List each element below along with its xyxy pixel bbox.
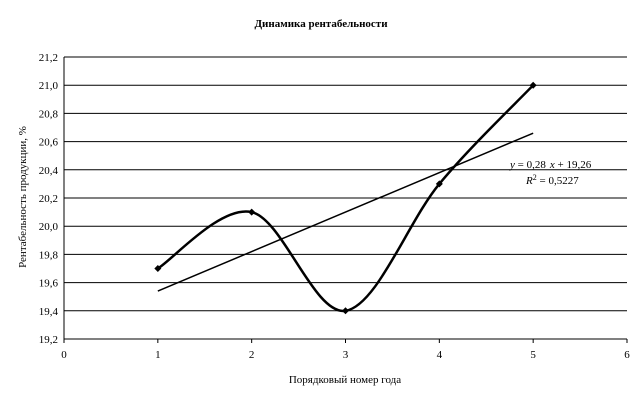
- y-tick-label: 19,6: [39, 278, 59, 290]
- x-tick-label: 0: [61, 349, 67, 361]
- eq-intercept: + 19,26: [555, 159, 592, 171]
- r2-exp: 2: [533, 173, 537, 182]
- eq-y: y: [509, 159, 515, 171]
- trendline: [157, 132, 534, 292]
- y-tick-labels: 19,2 19,4 19,6 19,8 20,0 20,2 20,4 20,6 20,8 21,0…: [39, 52, 59, 346]
- x-tick-label: 4: [437, 349, 443, 361]
- eq-x: x: [549, 159, 555, 171]
- x-tick-labels: 0 1 2 3 4 5 6: [61, 349, 630, 361]
- y-tick-label: 21,0: [39, 80, 59, 92]
- y-tick-label: 20,0: [39, 221, 59, 233]
- y-tick-label: 19,8: [39, 249, 59, 261]
- x-axis-label: Порядковый номер года: [289, 374, 401, 386]
- y-tick-label: 20,6: [39, 137, 59, 149]
- chart-title: Динамика рентабельности: [254, 18, 388, 30]
- trendline-equation: y = 0,28 x + 19,26: [509, 159, 592, 171]
- data-point: [435, 180, 443, 188]
- x-tick-label: 2: [249, 349, 255, 361]
- y-tick-label: 20,4: [39, 165, 59, 177]
- axes: [63, 57, 628, 343]
- r2-value: = 0,5227: [537, 175, 579, 187]
- series-markers: [154, 81, 537, 315]
- y-tick-label: 20,8: [39, 108, 59, 120]
- y-tick-label: 19,2: [39, 334, 58, 346]
- gridlines: [64, 56, 627, 340]
- data-point: [529, 81, 537, 89]
- x-tick-label: 6: [624, 349, 630, 361]
- x-tick-label: 3: [343, 349, 349, 361]
- x-tick-label: 1: [155, 349, 161, 361]
- eq-slope: = 0,28: [515, 159, 546, 171]
- data-point: [342, 307, 349, 315]
- y-tick-label: 19,4: [39, 306, 59, 318]
- x-tick-label: 5: [530, 349, 536, 361]
- r2-r: R: [525, 175, 533, 187]
- data-point: [154, 265, 162, 272]
- y-axis-label: Рентабельность продукции, %: [17, 126, 29, 268]
- trendline-r2: R2 = 0,5227: [525, 173, 579, 188]
- y-tick-label: 20,2: [39, 193, 58, 205]
- data-point: [248, 208, 256, 216]
- y-tick-label: 21,2: [39, 52, 58, 64]
